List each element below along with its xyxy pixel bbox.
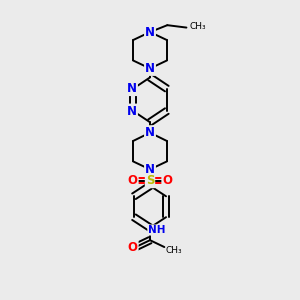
Text: N: N [127,104,137,118]
Text: NH: NH [148,225,165,235]
Text: N: N [145,62,155,75]
Text: O: O [162,174,172,187]
Text: O: O [128,174,138,187]
Text: N: N [127,82,137,95]
Text: O: O [128,241,138,254]
Text: S: S [146,174,154,187]
Text: N: N [145,126,155,139]
Text: CH₃: CH₃ [166,245,182,254]
Text: N: N [145,163,155,176]
Text: CH₃: CH₃ [189,22,206,31]
Text: N: N [145,26,155,38]
